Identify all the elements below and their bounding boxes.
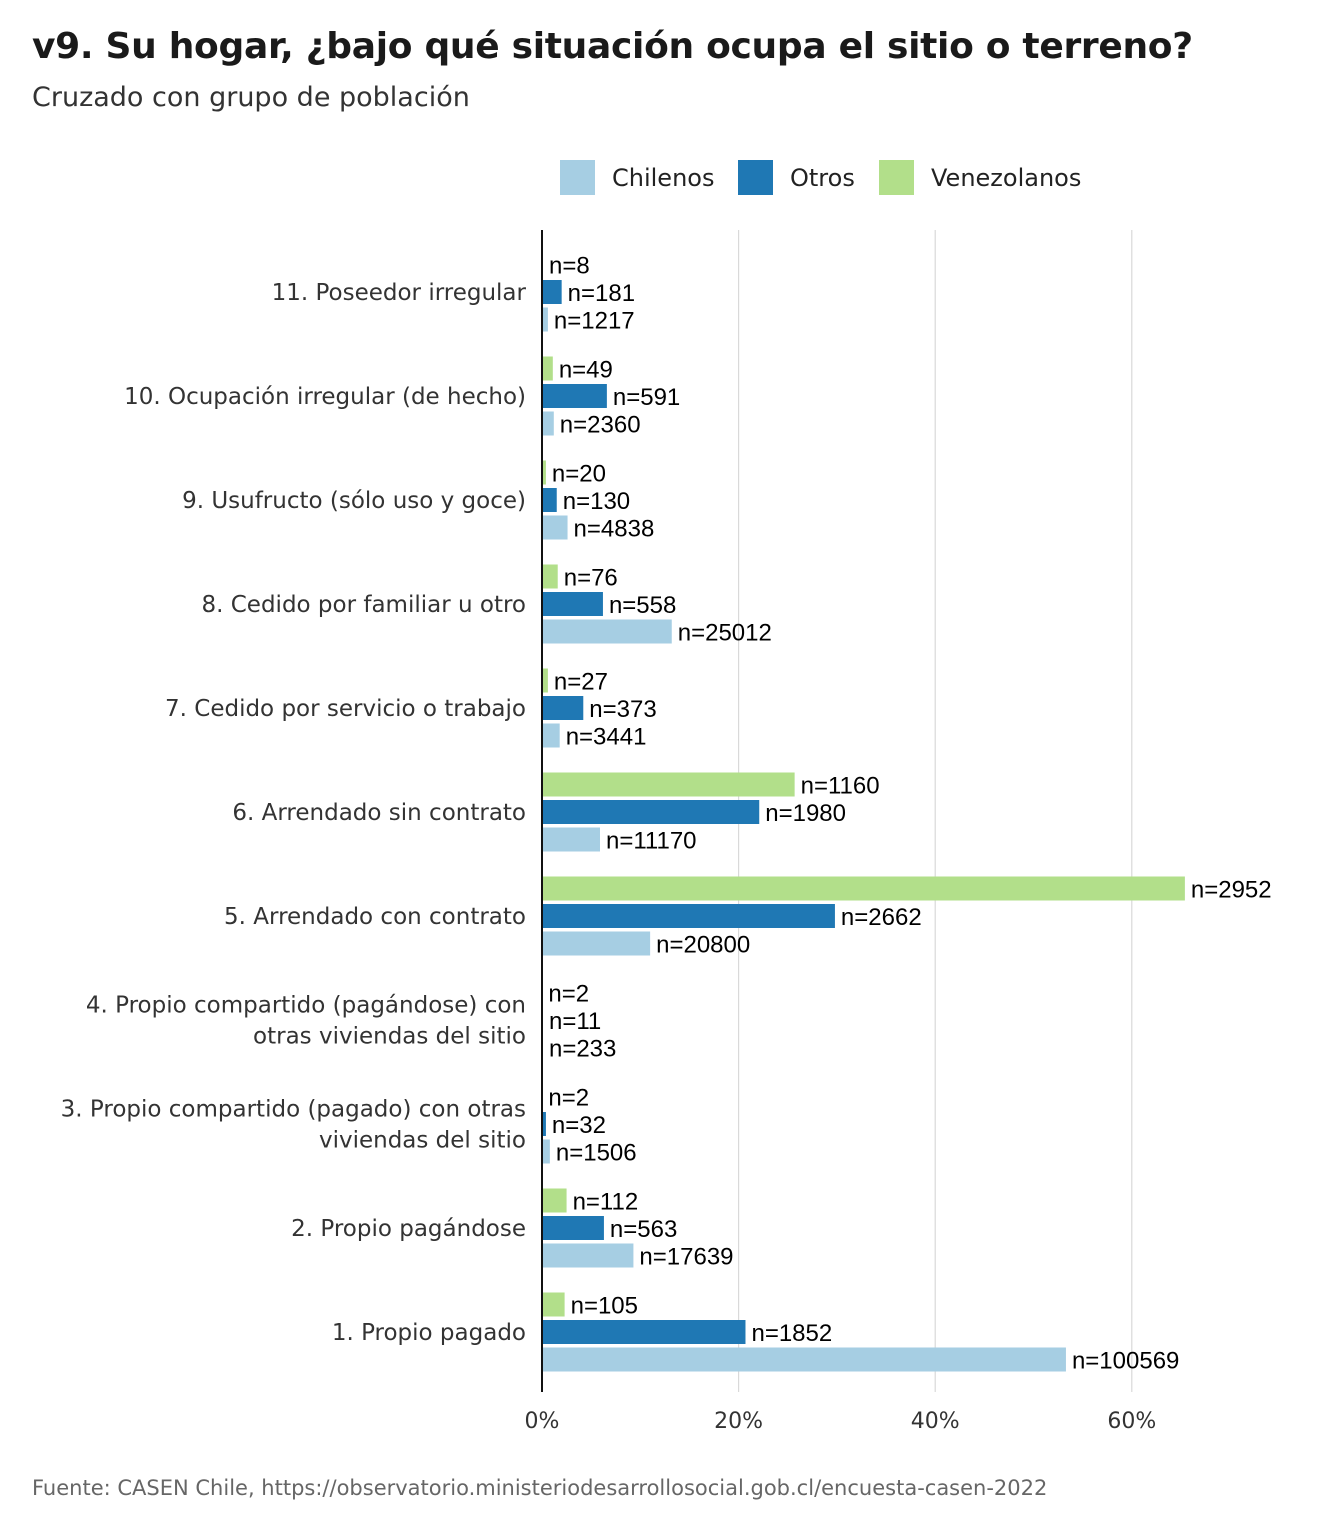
x-tick-label: 40% [911,1409,960,1434]
x-axis-ticks: 0% 20% 40% 60% [525,1409,1157,1434]
category-label: 4. Propio compartido (pagándose) con [86,993,526,1019]
bar-chilenos [542,307,548,332]
category-label: 6. Arrendado sin contrato [232,800,526,826]
bar-count-label: n=76 [564,565,618,592]
bar-chilenos [542,1139,550,1164]
bar-count-label: n=27 [554,669,608,696]
bar-otros [542,592,603,616]
bar-count-label: n=233 [549,1036,616,1063]
bar-count-label: n=1160 [801,773,880,800]
bar-chilenos [542,723,560,748]
bar-count-label: n=558 [609,592,676,619]
bar-count-label: n=4838 [574,516,655,543]
bar-count-label: n=20800 [656,932,750,959]
bar-count-label: n=3441 [566,724,647,751]
category-labels: 11. Poseedor irregular 10. Ocupación irre… [61,280,527,1346]
source-caption: Fuente: CASEN Chile, https://observatori… [32,1476,1048,1500]
bar-chilenos [542,619,672,644]
bar-count-label: n=25012 [678,620,772,647]
bar-otros [542,800,760,824]
bar-count-label: n=2 [548,1085,589,1112]
bar-count-label: n=2 [548,981,589,1008]
category-label: otras viviendas del sitio [253,1024,526,1050]
bar-otros [542,280,562,304]
bar-count-label: n=8 [549,253,590,280]
chart-subtitle: Cruzado con grupo de población [32,82,470,113]
category-label: 1. Propio pagado [332,1320,526,1346]
bar-labels: n=8n=181n=1217n=49n=591n=2360n=20n=130n=… [548,253,1271,1375]
bar-count-label: n=373 [589,696,656,723]
bar-chilenos [542,827,600,852]
bar-venezolanos [542,564,558,589]
bar-count-label: n=591 [613,384,680,411]
legend: Chilenos Otros Venezolanos [560,160,1081,195]
bar-count-label: n=1980 [765,800,846,827]
bar-chilenos [542,1243,634,1268]
bar-count-label: n=100569 [1072,1348,1179,1375]
legend-label-otros: Otros [790,164,855,192]
bar-count-label: n=130 [563,488,630,515]
bar-count-label: n=20 [552,461,606,488]
bar-count-label: n=2662 [841,904,922,931]
bar-venezolanos [542,668,548,693]
x-tick-label: 20% [714,1409,763,1434]
bar-count-label: n=11 [549,1008,601,1035]
legend-label-chilenos: Chilenos [612,164,714,192]
legend-swatch-venezolanos [879,160,914,195]
category-label: 9. Usufructo (sólo uso y goce) [182,488,526,514]
bar-otros [542,1112,546,1136]
bar-venezolanos [542,876,1185,901]
category-label: 8. Cedido por familiar u otro [201,592,526,618]
bars [542,252,1185,1372]
bar-venezolanos [542,1292,565,1317]
bar-count-label: n=181 [568,280,635,307]
legend-swatch-chilenos [560,160,595,195]
category-label: 7. Cedido por servicio o trabajo [165,696,526,722]
bar-count-label: n=32 [552,1112,606,1139]
bar-count-label: n=1217 [554,308,635,335]
category-label: 2. Propio pagándose [291,1216,526,1242]
bar-count-label: n=17639 [639,1244,733,1271]
bar-otros [542,904,835,928]
bar-venezolanos [542,460,546,485]
bar-otros [542,696,584,720]
bar-chilenos [542,515,568,540]
bar-count-label: n=2360 [560,412,641,439]
bar-count-label: n=49 [559,357,613,384]
bar-venezolanos [542,772,795,797]
bar-chilenos [542,411,554,436]
bar-count-label: n=11170 [606,828,697,855]
bar-otros [542,1320,746,1344]
category-label: 11. Poseedor irregular [272,280,527,306]
bar-chilenos [542,931,651,956]
bar-count-label: n=112 [573,1189,639,1216]
bar-count-label: n=563 [610,1216,677,1243]
bar-count-label: n=1852 [751,1320,832,1347]
bar-otros [542,1216,604,1240]
bar-venezolanos [542,356,553,381]
bar-otros [542,384,607,408]
bar-count-label: n=1506 [556,1140,637,1167]
bar-count-label: n=2952 [1191,877,1272,904]
category-label: 3. Propio compartido (pagado) con otras [61,1097,526,1123]
bar-venezolanos [542,1188,567,1213]
bar-otros [542,488,557,512]
category-label: 5. Arrendado con contrato [224,904,526,930]
x-tick-label: 0% [525,1409,560,1434]
legend-label-venezolanos: Venezolanos [931,164,1081,192]
category-label: 10. Ocupación irregular (de hecho) [124,384,526,410]
chart-title: v9. Su hogar, ¿bajo qué situación ocupa … [32,26,1193,67]
category-label: viviendas del sitio [319,1128,526,1154]
x-tick-label: 60% [1107,1409,1156,1434]
bar-count-label: n=105 [571,1293,638,1320]
legend-swatch-otros [738,160,773,195]
bar-chilenos [542,1347,1066,1372]
